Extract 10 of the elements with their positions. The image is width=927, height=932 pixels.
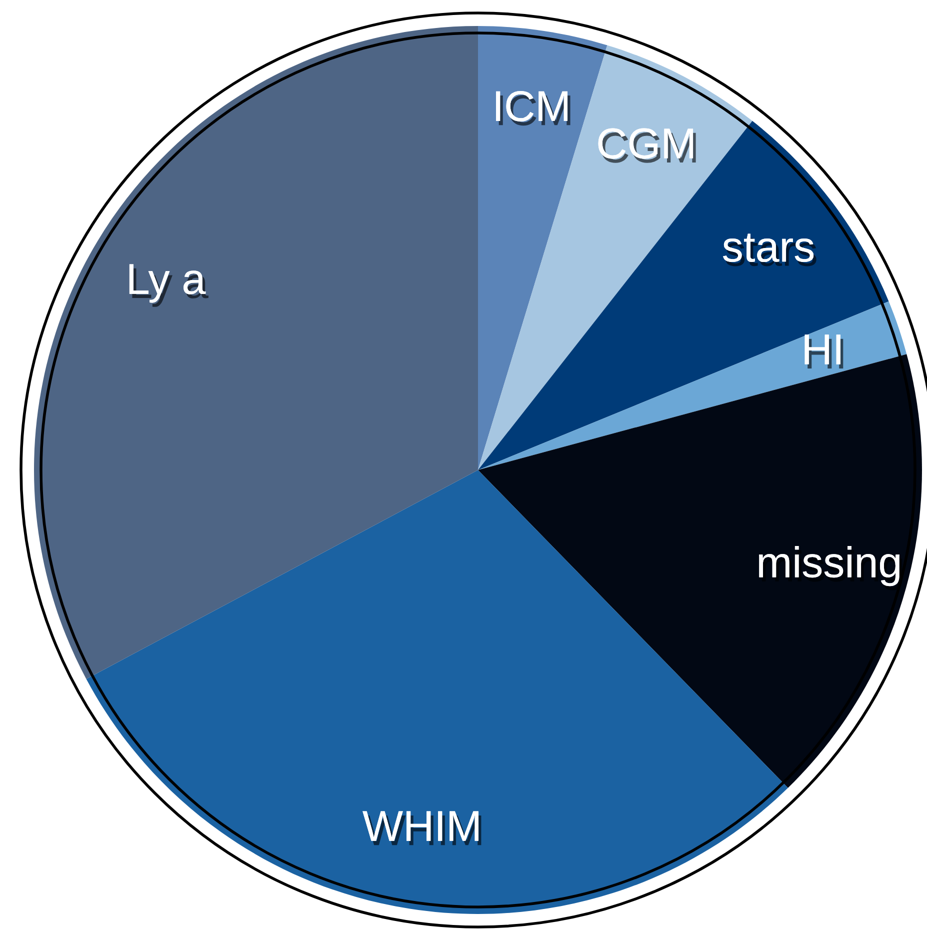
slice-label: stars bbox=[723, 234, 816, 266]
slice-label: Ly a bbox=[129, 264, 208, 307]
pie-slice bbox=[34, 26, 478, 679]
slice-label: HI bbox=[804, 334, 844, 368]
slice-label: missing bbox=[759, 546, 902, 590]
pie-slice bbox=[478, 301, 907, 470]
slice-label: ICM bbox=[496, 90, 570, 126]
slice-label: WHIM bbox=[362, 811, 482, 846]
pie-slice bbox=[478, 120, 889, 470]
slice-label: CGM bbox=[598, 128, 696, 163]
